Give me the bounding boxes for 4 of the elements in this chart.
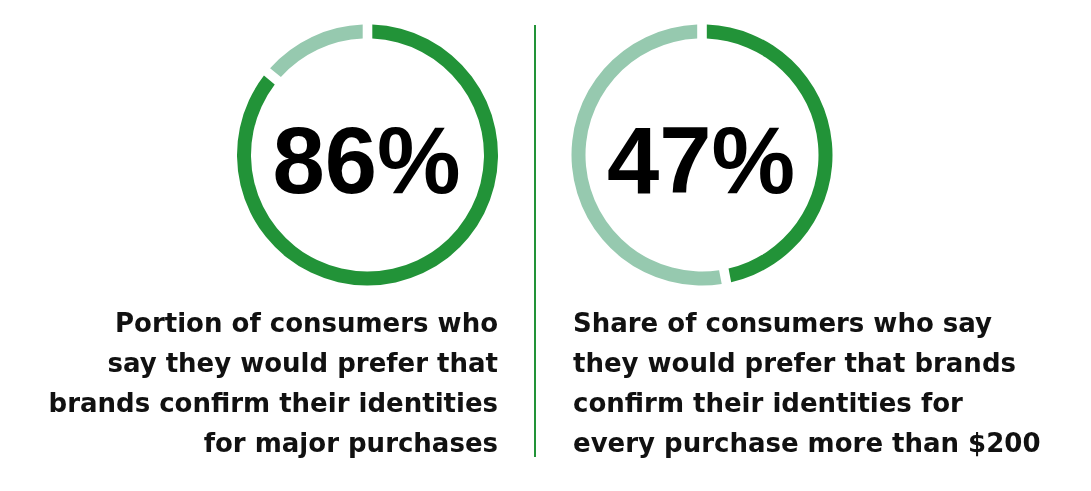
data-label: 86%: [272, 108, 461, 213]
text: Portion of consumers who say they would prefer that brands confirm their identities for major purchases: [48, 308, 498, 458]
data-label: 47%: [606, 108, 796, 213]
text: Share of consumers who say they would prefer that brands confirm their identities for every purchase more than $200: [573, 308, 1041, 458]
